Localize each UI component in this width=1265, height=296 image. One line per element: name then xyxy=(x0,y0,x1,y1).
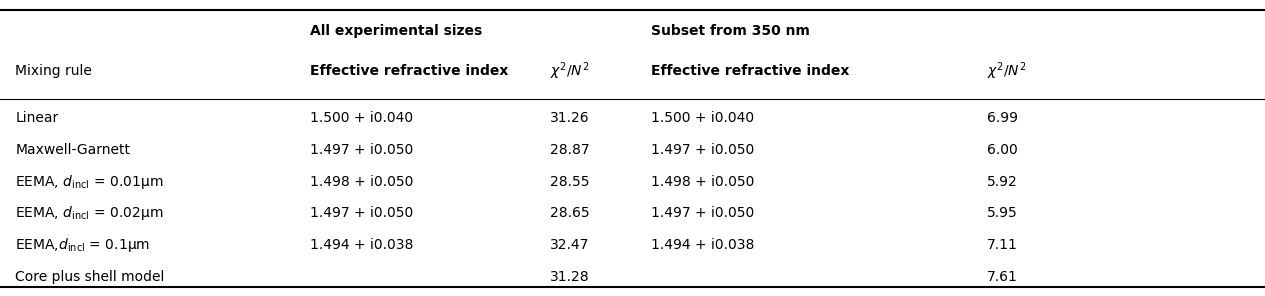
Text: 28.87: 28.87 xyxy=(550,143,589,157)
Text: Mixing rule: Mixing rule xyxy=(15,64,92,78)
Text: All experimental sizes: All experimental sizes xyxy=(310,24,482,38)
Text: 28.55: 28.55 xyxy=(550,175,589,189)
Text: 7.61: 7.61 xyxy=(987,270,1017,284)
Text: 5.95: 5.95 xyxy=(987,206,1017,221)
Text: 7.11: 7.11 xyxy=(987,238,1017,252)
Text: 1.497 + i0.050: 1.497 + i0.050 xyxy=(310,206,414,221)
Text: 1.498 + i0.050: 1.498 + i0.050 xyxy=(651,175,755,189)
Text: 32.47: 32.47 xyxy=(550,238,589,252)
Text: Effective refractive index: Effective refractive index xyxy=(651,64,850,78)
Text: 1.497 + i0.050: 1.497 + i0.050 xyxy=(651,206,755,221)
Text: 31.26: 31.26 xyxy=(550,111,589,126)
Text: Subset from 350 nm: Subset from 350 nm xyxy=(651,24,811,38)
Text: 28.65: 28.65 xyxy=(550,206,589,221)
Text: 1.498 + i0.050: 1.498 + i0.050 xyxy=(310,175,414,189)
Text: 5.92: 5.92 xyxy=(987,175,1017,189)
Text: 1.497 + i0.050: 1.497 + i0.050 xyxy=(651,143,755,157)
Text: $\chi^2/N^2$: $\chi^2/N^2$ xyxy=(987,60,1026,82)
Text: 31.28: 31.28 xyxy=(550,270,589,284)
Text: 6.00: 6.00 xyxy=(987,143,1017,157)
Text: 1.500 + i0.040: 1.500 + i0.040 xyxy=(651,111,755,126)
Text: Effective refractive index: Effective refractive index xyxy=(310,64,509,78)
Text: Core plus shell model: Core plus shell model xyxy=(15,270,164,284)
Text: EEMA, $d_\mathrm{incl}$ = 0.01μm: EEMA, $d_\mathrm{incl}$ = 0.01μm xyxy=(15,173,163,191)
Text: 1.497 + i0.050: 1.497 + i0.050 xyxy=(310,143,414,157)
Text: EEMA, $d_\mathrm{incl}$ = 0.02μm: EEMA, $d_\mathrm{incl}$ = 0.02μm xyxy=(15,205,163,222)
Text: 1.494 + i0.038: 1.494 + i0.038 xyxy=(310,238,414,252)
Text: $\chi^2/N^2$: $\chi^2/N^2$ xyxy=(550,60,589,82)
Text: Linear: Linear xyxy=(15,111,58,126)
Text: 1.494 + i0.038: 1.494 + i0.038 xyxy=(651,238,755,252)
Text: 6.99: 6.99 xyxy=(987,111,1018,126)
Text: EEMA,$d_\mathrm{incl}$ = 0.1μm: EEMA,$d_\mathrm{incl}$ = 0.1μm xyxy=(15,236,151,254)
Text: 1.500 + i0.040: 1.500 + i0.040 xyxy=(310,111,414,126)
Text: Maxwell-Garnett: Maxwell-Garnett xyxy=(15,143,130,157)
